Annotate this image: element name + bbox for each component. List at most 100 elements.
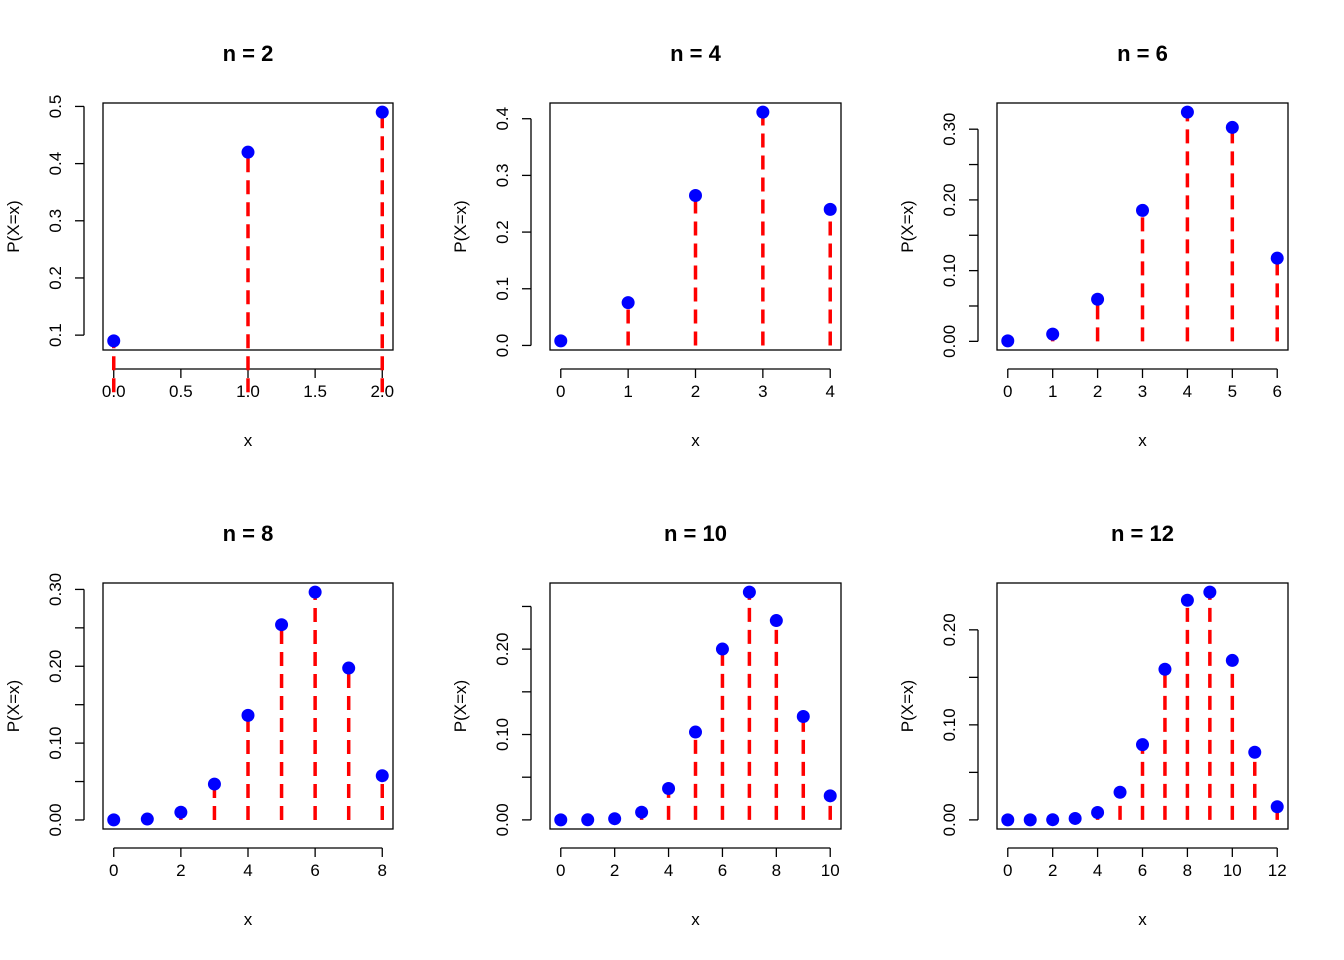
data-point	[1113, 785, 1127, 799]
x-axis-label: x	[691, 431, 700, 450]
data-point	[207, 777, 221, 791]
chart-panel-2: 0 1 2 3 4 5 6 0.00 0.10 0.20 0.30 n = 6 x P(X=x)	[898, 41, 1289, 450]
chart-title: n = 12	[1111, 521, 1174, 546]
data-point	[1068, 811, 1082, 825]
data-point	[1091, 292, 1105, 306]
y-tick-label: 0.3	[493, 164, 512, 188]
data-point	[635, 805, 649, 819]
data-point	[823, 202, 837, 216]
y-axis-label: P(X=x)	[451, 200, 470, 252]
y-tick-label: 0.30	[46, 573, 65, 606]
data-point	[1158, 662, 1172, 676]
data-point	[715, 642, 729, 656]
y-tick-label: 0.5	[46, 95, 65, 119]
data-point	[756, 105, 770, 119]
x-tick-label: 0	[1003, 382, 1012, 401]
chart-title: n = 6	[1117, 41, 1168, 66]
data-point	[1270, 800, 1284, 814]
data-point	[1046, 327, 1060, 341]
y-tick-label: 0.00	[940, 325, 959, 358]
x-tick-label: 0.5	[169, 382, 193, 401]
plot-frame	[549, 582, 842, 830]
x-tick-label: 4	[825, 382, 834, 401]
y-axis-label: P(X=x)	[898, 200, 917, 252]
y-tick-label: 0.20	[940, 183, 959, 216]
chart-panel-0: 0.00.51.01.52.00.10.20.30.40.5n = 2xP(X=…	[4, 41, 394, 450]
plot-frame	[549, 102, 842, 351]
x-tick-label: 1	[1048, 382, 1057, 401]
data-point	[1180, 593, 1194, 607]
y-tick-label: 0.20	[493, 633, 512, 666]
x-tick-label: 4	[1183, 382, 1192, 401]
data-point	[689, 188, 702, 202]
x-axis-label: x	[244, 910, 253, 929]
y-tick-label: 0.30	[940, 113, 959, 146]
y-tick-label: 0.10	[940, 254, 959, 287]
data-point	[107, 334, 121, 348]
y-tick-label: 0.4	[493, 107, 512, 131]
data-point	[742, 585, 756, 599]
data-point	[1001, 334, 1015, 348]
data-point	[174, 805, 188, 819]
chart-title: n = 10	[664, 521, 727, 546]
x-axis-label: x	[1138, 431, 1147, 450]
data-point	[375, 769, 389, 783]
y-tick-label: 0.1	[493, 277, 512, 301]
x-tick-label: 6	[310, 861, 319, 880]
x-tick-label: 1.5	[303, 382, 327, 401]
x-tick-label: 2	[1048, 861, 1057, 880]
x-tick-label: 10	[1223, 861, 1242, 880]
data-point	[1225, 653, 1239, 667]
data-point	[554, 813, 568, 827]
data-point	[1091, 805, 1105, 819]
x-tick-label: 2	[691, 382, 700, 401]
x-tick-label: 8	[378, 861, 387, 880]
chart-title: n = 4	[670, 41, 722, 66]
x-tick-label: 2	[176, 861, 185, 880]
x-tick-label: 12	[1268, 861, 1287, 880]
y-axis-label: P(X=x)	[4, 200, 23, 252]
y-axis-label: P(X=x)	[898, 680, 917, 732]
chart-panel-4: 0 2 4 6 8 10 0.00 0.10 0.20 n = 10 x P(X=x)	[451, 521, 842, 929]
x-tick-label: 4	[243, 861, 252, 880]
y-tick-label: 0.10	[940, 708, 959, 741]
y-tick-label: 0.4	[46, 152, 65, 176]
data-point	[1180, 105, 1194, 119]
y-tick-label: 0.0	[493, 334, 512, 358]
x-tick-label: 6	[1138, 861, 1147, 880]
data-point	[1136, 738, 1149, 752]
x-tick-label: 2	[1093, 382, 1102, 401]
data-point	[769, 614, 783, 628]
y-tick-label: 0.10	[493, 718, 512, 751]
data-point	[375, 105, 389, 119]
y-tick-label: 0.00	[493, 803, 512, 836]
y-tick-label: 0.3	[46, 209, 65, 233]
data-point	[1270, 251, 1284, 265]
data-point	[581, 813, 595, 827]
data-point	[621, 296, 635, 310]
data-point	[241, 145, 255, 159]
data-point	[1248, 745, 1262, 759]
x-tick-label: 8	[1183, 861, 1192, 880]
y-axis-label: P(X=x)	[4, 680, 23, 732]
data-point	[1046, 813, 1060, 827]
x-tick-label: 8	[772, 861, 781, 880]
data-point	[823, 789, 837, 803]
data-point	[1136, 203, 1149, 217]
x-tick-label: 3	[758, 382, 767, 401]
x-axis-label: x	[244, 431, 253, 450]
data-point	[608, 812, 622, 826]
data-point	[107, 813, 121, 827]
data-point	[1023, 813, 1037, 827]
x-tick-label: 0	[109, 861, 118, 880]
plot-frame	[102, 102, 394, 351]
x-tick-label: 0	[556, 861, 565, 880]
plot-frame	[996, 582, 1289, 830]
x-axis-label: x	[1138, 910, 1147, 929]
x-tick-label: 1	[623, 382, 632, 401]
plot-frame	[102, 582, 394, 830]
x-tick-label: 6	[718, 861, 727, 880]
y-tick-label: 0.1	[46, 323, 65, 347]
y-tick-label: 0.20	[940, 613, 959, 646]
